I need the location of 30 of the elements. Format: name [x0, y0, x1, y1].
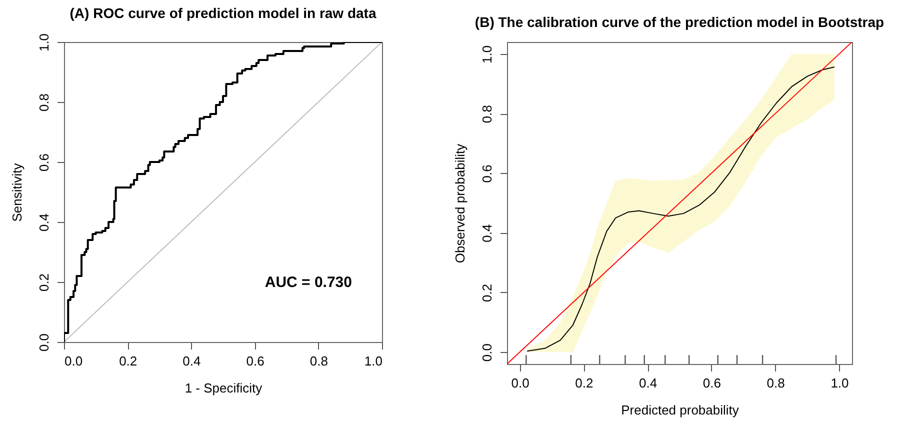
y-tick-label: 0.6 [36, 153, 52, 172]
x-tick-label: 0.6 [246, 354, 264, 368]
x-tick-label: 0.0 [511, 376, 530, 390]
y-tick-label: 1.0 [480, 45, 494, 64]
y-axis-title: Observed probability [452, 143, 468, 264]
annotation: AUC = 0.730 [264, 274, 352, 291]
x-axis-title: Predicted probability [621, 402, 740, 418]
x-tick-label: 0.8 [766, 376, 785, 390]
x-tick-label: 1.0 [830, 376, 849, 390]
y-tick-label: 0.6 [480, 164, 494, 183]
y-tick-label: 0.2 [36, 273, 52, 292]
y-tick-label: 0.8 [480, 105, 494, 124]
x-tick-label: 1.0 [364, 354, 382, 368]
chart-title: (A) ROC curve of prediction model in raw data [70, 4, 376, 21]
y-tick-label: 0.4 [480, 224, 494, 242]
chart-title: (B) The calibration curve of the prediction model in Bootstrap [474, 14, 884, 30]
y-tick-label: 0.2 [480, 284, 494, 302]
y-tick-label: 1.0 [36, 33, 52, 52]
x-tick-label: 0.8 [310, 354, 328, 368]
x-axis-title: 1 - Specificity [184, 380, 263, 396]
x-tick-label: 0.6 [702, 376, 721, 390]
x-tick-label: 0.0 [64, 354, 83, 368]
x-tick-label: 0.4 [182, 354, 201, 368]
y-tick-label: 0.0 [36, 333, 52, 352]
x-tick-label: 0.4 [639, 376, 658, 390]
y-axis-title: Sensitivity [10, 162, 24, 222]
x-tick-label: 0.2 [575, 376, 594, 390]
x-tick-label: 0.2 [119, 354, 138, 368]
y-tick-label: 0.8 [36, 93, 52, 112]
y-tick-label: 0.4 [36, 213, 52, 232]
